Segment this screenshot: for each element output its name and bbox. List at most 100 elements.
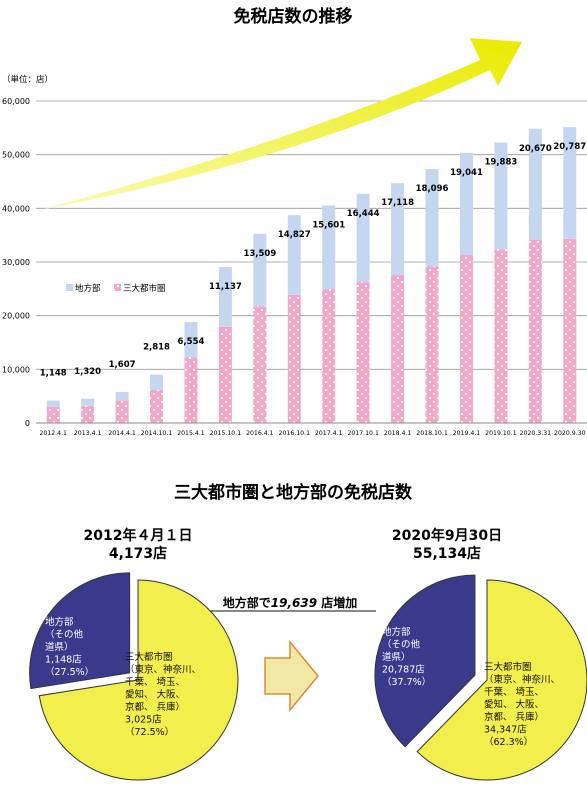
x-tick-label: 2019.10.1	[485, 430, 517, 437]
pie-left-total: 4,173店	[109, 545, 167, 562]
pie-section-title: 三大都市圏と地方部の免税店数	[174, 482, 413, 503]
x-tick-label: 2016.10.1	[279, 430, 311, 437]
bar-metro	[253, 306, 267, 423]
bar-rural	[425, 169, 439, 267]
increase-note: 地方部で19,639 店増加	[203, 595, 376, 612]
y-tick-label: 50,000	[2, 151, 30, 160]
svg-text:地方部で19,639 店増加: 地方部で19,639 店増加	[223, 595, 358, 610]
data-label: 13,509	[243, 249, 276, 259]
data-label: 20,787	[553, 142, 586, 152]
pie-slice-metro	[416, 579, 587, 781]
bar-metro	[494, 249, 508, 423]
bar-metro	[459, 255, 473, 423]
pie-slice-rural	[29, 572, 131, 690]
data-label: 19,883	[485, 158, 518, 168]
x-tick-label: 2016.4.1	[246, 430, 274, 437]
legend-label-rural: 地方部	[75, 283, 101, 294]
bar-rural	[253, 233, 267, 307]
y-tick-label: 20,000	[2, 312, 30, 321]
data-label: 1,320	[74, 367, 101, 377]
legend-swatch-rural	[66, 284, 73, 291]
data-label: 20,670	[519, 144, 552, 154]
bar-rural	[115, 391, 129, 401]
bar-metro	[218, 326, 232, 423]
x-tick-label: 2020.9.30	[554, 430, 586, 437]
y-tick-label: 30,000	[2, 258, 30, 267]
bar-metro	[356, 282, 370, 423]
bar-metro	[287, 294, 301, 423]
unit-label: （単位：店）	[2, 74, 53, 85]
pie-label-metro: 三大都市圏（東京、神奈川、千葉、 埼玉、愛知、 大阪、京都、 兵庫） 34,347…	[484, 661, 560, 748]
pie-label-rural: 地方部（その他道県） 20,787店（37.7%）	[382, 626, 431, 688]
bar-rural	[528, 128, 542, 240]
bar-metro	[46, 406, 60, 423]
data-label: 1,148	[40, 369, 67, 379]
bar-metro	[322, 289, 336, 423]
y-tick-label: 60,000	[2, 97, 30, 106]
bar-metro	[425, 266, 439, 423]
bar-metro	[563, 238, 577, 423]
x-tick-label: 2012.4.1	[39, 430, 67, 437]
data-label: 14,827	[278, 230, 311, 240]
legend-swatch-metro	[114, 284, 121, 291]
data-label: 6,554	[178, 337, 205, 347]
x-tick-label: 2014.4.1	[108, 430, 136, 437]
bar-metro	[391, 275, 405, 423]
y-tick-label: 0	[25, 419, 30, 428]
pie-right-date: 2020年9月30日	[392, 527, 502, 544]
bar-series	[46, 127, 577, 423]
increase-note-prefix: 地方部で	[223, 595, 271, 610]
x-tick-label: 2015.4.1	[177, 430, 205, 437]
growth-arrow	[40, 38, 522, 210]
data-label: 19,041	[450, 168, 483, 178]
x-tick-label: 2017.4.1	[315, 430, 343, 437]
data-label: 16,444	[347, 209, 380, 219]
bar-rural	[356, 193, 370, 283]
y-axis-tick-labels: 0 10,000 20,000 30,000 40,000 50,000 60,000	[2, 97, 30, 428]
x-tick-label: 2014.10.1	[141, 430, 173, 437]
pie-right-total: 55,134店	[413, 545, 481, 562]
increase-note-suffix: 店増加	[317, 595, 357, 610]
bar-data-labels: 1,148 1,320 1,607 2,818 6,554 11,137 13,50914,…	[40, 142, 586, 378]
pie-slice-metro	[38, 579, 239, 781]
x-tick-label: 2018.10.1	[416, 430, 448, 437]
pie-slice-rural	[374, 574, 476, 748]
pie-chart-2020: 地方部（その他道県） 20,787店（37.7%） 三大都市圏（東京、神奈川、千葉、…	[374, 574, 587, 781]
data-label: 11,137	[209, 282, 242, 292]
x-tick-label: 2018.4.1	[384, 430, 412, 437]
bar-metro	[184, 357, 198, 423]
increase-note-number: 19,639	[271, 596, 317, 610]
bar-rural	[391, 183, 405, 276]
pie-chart-2012: 地方部（その他道県） 1,148店（27.5%） 三大都市圏（東京、神奈川、千葉、 …	[29, 572, 239, 781]
bar-rural	[287, 215, 301, 295]
bar-metro	[528, 239, 542, 423]
data-label: 17,118	[381, 198, 414, 208]
pie-label-rural: 地方部（その他道県） 1,148店（27.5%）	[45, 616, 94, 678]
bar-metro	[81, 405, 95, 423]
bar-rural	[218, 266, 232, 327]
legend: 地方部 三大都市圏	[66, 283, 166, 294]
data-label: 1,607	[109, 360, 136, 370]
x-tick-label: 2013.4.1	[74, 430, 102, 437]
y-tick-label: 10,000	[2, 365, 30, 374]
bar-rural	[150, 374, 164, 390]
x-tick-label: 2015.10.1	[210, 430, 242, 437]
y-tick-label: 40,000	[2, 204, 30, 213]
bar-rural	[322, 205, 336, 290]
bar-rural	[184, 322, 198, 358]
x-tick-label: 2019.4.1	[453, 430, 481, 437]
right-arrow-shape	[264, 639, 319, 713]
bar-metro	[150, 389, 164, 423]
data-label: 2,818	[143, 343, 170, 353]
x-axis-tick-labels: 2012.4.1 2013.4.1 2014.4.1 2014.10.1 2015.4.…	[39, 430, 585, 437]
bar-rural	[459, 152, 473, 256]
bar-rural	[46, 400, 60, 407]
data-label: 15,601	[312, 220, 345, 230]
legend-label-metro: 三大都市圏	[123, 283, 166, 294]
x-tick-label: 2020.3.31	[520, 430, 552, 437]
bar-metro	[115, 400, 129, 423]
pie-left-date: 2012年４月１日	[84, 527, 193, 544]
x-tick-label: 2017.10.1	[347, 430, 379, 437]
pie-label-metro: 三大都市圏（東京、神奈川、千葉、 埼玉、愛知、 大阪、京都、 兵庫） 3,025店…	[125, 651, 201, 738]
